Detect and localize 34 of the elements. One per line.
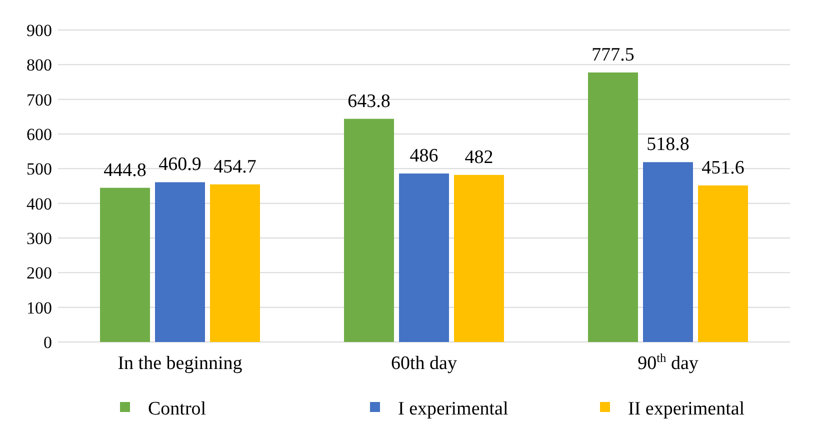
- y-tick-label: 0: [44, 332, 52, 352]
- x-tick-label: In the beginning: [118, 353, 243, 374]
- y-tick-label: 200: [26, 264, 52, 283]
- legend-label: I experimental: [398, 398, 508, 420]
- data-label: 518.8: [646, 134, 690, 156]
- y-tick-label: 600: [26, 124, 52, 144]
- bar: [698, 185, 748, 342]
- y-tick-label: 700: [26, 90, 52, 110]
- data-label: 486: [410, 146, 438, 167]
- data-label: 451.6: [702, 157, 744, 178]
- y-tick-label: 800: [26, 56, 52, 75]
- bar: [210, 184, 260, 342]
- y-tick-label: 900: [26, 20, 52, 40]
- data-label: 460.9: [158, 154, 202, 176]
- data-label: 482: [464, 146, 494, 168]
- x-tick-label: 60th day: [391, 353, 458, 374]
- legend-label: Control: [148, 398, 206, 420]
- bar: [344, 118, 394, 342]
- legend-label: II experimental: [628, 398, 745, 420]
- y-tick-label: 100: [26, 298, 52, 318]
- bar: [588, 72, 638, 342]
- bar: [643, 162, 693, 342]
- bar: [155, 182, 205, 342]
- data-label: 777.5: [592, 44, 634, 66]
- bar: [454, 174, 504, 342]
- x-tick-label: 90$^{th}$ day: [638, 351, 699, 374]
- y-tick-label: 300: [26, 228, 52, 248]
- bar: [399, 174, 449, 342]
- y-tick-label: 400: [26, 194, 52, 214]
- y-tick-label: 500: [26, 160, 52, 179]
- data-label: 454.7: [214, 156, 256, 178]
- data-label: 643.8: [348, 90, 390, 112]
- data-label: 444.8: [104, 160, 146, 181]
- bar: [100, 188, 150, 342]
